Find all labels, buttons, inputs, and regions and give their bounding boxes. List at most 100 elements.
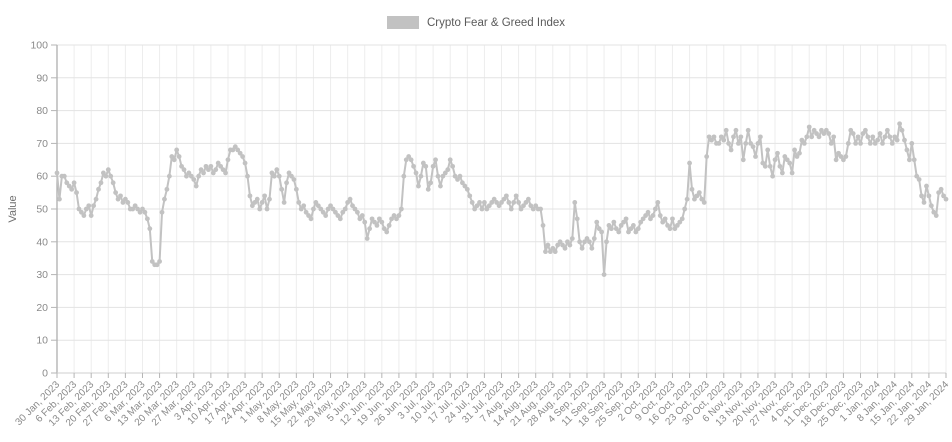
data-point-marker — [630, 223, 636, 228]
data-point-marker — [262, 193, 267, 199]
data-point-marker — [943, 196, 949, 202]
data-point-marker — [606, 223, 612, 228]
data-point-marker — [154, 262, 160, 268]
data-point-marker — [726, 141, 732, 146]
data-point-marker — [372, 219, 377, 225]
data-point-marker — [819, 127, 824, 133]
data-point-marker — [865, 134, 871, 140]
y-axis-ticks — [51, 44, 57, 374]
data-point-marker — [701, 200, 707, 205]
data-point-marker — [416, 183, 421, 189]
data-point-marker — [267, 196, 272, 202]
data-point-marker — [880, 141, 885, 146]
data-point-marker — [924, 183, 929, 189]
data-point-marker — [811, 127, 817, 133]
data-point-marker — [696, 190, 702, 196]
data-point-marker — [772, 157, 778, 163]
data-point-marker — [120, 200, 126, 205]
data-point-marker — [166, 173, 172, 179]
data-point-marker — [601, 272, 607, 277]
data-point-marker — [933, 213, 939, 218]
data-point-marker — [889, 141, 895, 146]
data-point-marker — [225, 157, 231, 163]
data-point-marker — [362, 219, 368, 225]
data-point-marker — [648, 216, 653, 222]
data-point-marker — [218, 163, 224, 169]
data-point-marker — [626, 229, 631, 235]
data-point-marker — [577, 239, 583, 245]
data-point-marker — [850, 131, 856, 136]
data-point-marker — [303, 209, 309, 215]
data-point-marker — [833, 157, 839, 163]
data-point-marker — [391, 213, 397, 218]
data-point-marker — [345, 200, 351, 205]
legend[interactable]: Crypto Fear & Greed Index — [0, 16, 952, 29]
data-point-marker — [936, 190, 942, 196]
data-point-marker — [755, 141, 761, 146]
data-point-marker — [74, 190, 79, 196]
horizontal-gridlines — [57, 44, 946, 341]
legend-swatch — [386, 16, 419, 29]
data-point-marker — [587, 239, 592, 245]
y-tick-label: 80 — [36, 105, 48, 117]
data-point-marker — [103, 173, 109, 179]
data-point-marker — [135, 206, 141, 212]
data-point-marker — [552, 249, 558, 255]
data-point-marker — [477, 200, 482, 205]
data-point-marker — [740, 157, 746, 163]
data-point-marker — [503, 193, 509, 199]
data-point-marker — [711, 134, 717, 140]
data-point-marker — [460, 180, 465, 186]
data-point-marker — [132, 203, 138, 209]
data-point-marker — [291, 177, 297, 182]
data-point-marker — [430, 163, 436, 169]
data-point-marker — [518, 206, 524, 212]
data-point-marker — [242, 160, 248, 166]
data-point-marker — [137, 209, 143, 215]
data-point-marker — [506, 200, 512, 205]
data-point-marker — [672, 226, 678, 232]
data-point-marker — [257, 206, 263, 212]
data-point-marker — [474, 203, 480, 209]
data-point-marker — [887, 134, 893, 140]
data-point-marker — [743, 141, 749, 146]
data-point-marker — [403, 157, 409, 163]
data-point-marker — [337, 216, 343, 222]
data-point-marker — [69, 186, 75, 192]
data-point-marker — [816, 134, 822, 140]
data-point-marker — [572, 200, 578, 205]
data-point-marker — [533, 203, 539, 209]
data-point-marker — [259, 200, 265, 205]
data-point-marker — [491, 196, 497, 202]
data-point-marker — [425, 186, 431, 192]
data-point-marker — [66, 183, 72, 189]
data-point-marker — [906, 157, 912, 163]
data-point-marker — [618, 223, 624, 228]
data-point-marker — [386, 223, 392, 228]
data-point-marker — [667, 226, 673, 232]
data-point-marker — [899, 127, 905, 133]
data-point-marker — [188, 173, 194, 179]
data-point-marker — [342, 206, 348, 212]
data-point-marker — [547, 249, 553, 255]
data-point-marker — [110, 180, 116, 186]
data-point-marker — [782, 154, 788, 159]
data-point-marker — [916, 177, 922, 182]
data-point-marker — [921, 200, 927, 205]
data-point-marker — [750, 144, 756, 150]
data-point-marker — [81, 213, 87, 218]
data-point-marker — [115, 196, 121, 202]
data-point-marker — [931, 209, 937, 215]
data-point-marker — [716, 141, 722, 146]
data-series — [54, 121, 949, 277]
data-point-marker — [806, 124, 812, 130]
data-point-marker — [736, 141, 741, 146]
data-point-marker — [245, 173, 250, 179]
data-point-marker — [684, 196, 690, 202]
data-point-marker — [142, 209, 148, 215]
data-point-marker — [530, 206, 536, 212]
data-point-marker — [340, 209, 346, 215]
data-point-marker — [408, 157, 414, 163]
data-point-marker — [489, 200, 495, 205]
data-point-marker — [464, 186, 470, 192]
